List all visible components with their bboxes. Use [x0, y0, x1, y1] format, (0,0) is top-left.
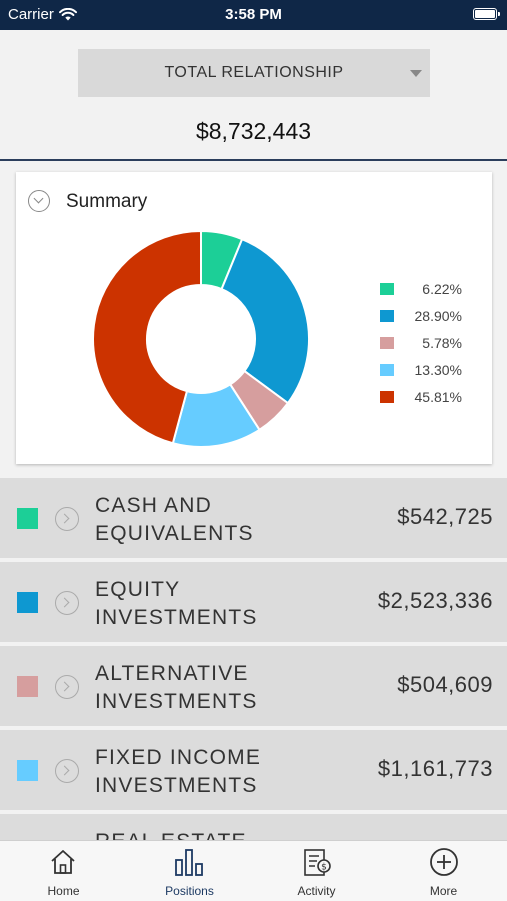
category-label: REAL ESTATE [95, 828, 335, 840]
battery-icon [473, 8, 500, 20]
legend-value: 13.30% [414, 361, 462, 378]
relationship-selector[interactable]: TOTAL RELATIONSHIP [78, 49, 430, 97]
legend-item: 6.22% [380, 275, 462, 302]
status-time: 3:58 PM [225, 6, 282, 23]
tab-home[interactable]: Home [13, 841, 114, 901]
chart-legend: 6.22% 28.90% 5.78% 13.30% 45.81% [380, 275, 462, 410]
tab-label: Home [47, 884, 80, 898]
legend-swatch [380, 309, 394, 322]
category-label: EQUITY INVESTMENTS [95, 578, 258, 629]
tab-activity[interactable]: $ Activity [266, 841, 367, 901]
wifi-icon [58, 8, 77, 21]
svg-text:$: $ [321, 863, 327, 873]
category-label: FIXED INCOME INVESTMENTS [95, 746, 262, 797]
position-row[interactable]: EQUITY INVESTMENTS $2,523,336 [0, 562, 507, 642]
position-row[interactable]: CASH AND EQUIVALENTS $542,725 [0, 478, 507, 558]
collapse-chevron-icon[interactable] [28, 190, 50, 212]
legend-item: 28.90% [380, 302, 462, 329]
selector-label: TOTAL RELATIONSHIP [164, 64, 344, 81]
chevron-right-icon[interactable] [55, 759, 79, 783]
category-swatch [17, 592, 38, 613]
bar-chart-icon [175, 849, 203, 876]
category-swatch [17, 676, 38, 697]
category-value: $2,523,336 [377, 588, 493, 613]
tab-label: Activity [297, 884, 336, 898]
category-value: $542,725 [397, 504, 493, 529]
position-row[interactable]: ALTERNATIVE INVESTMENTS $504,609 [0, 646, 507, 726]
legend-item: 5.78% [380, 329, 462, 356]
position-row[interactable]: FIXED INCOME INVESTMENTS $1,161,773 [0, 730, 507, 810]
home-icon [51, 850, 75, 874]
activity-icon: $ [304, 849, 331, 876]
tab-positions[interactable]: Positions [139, 841, 240, 901]
legend-item: 45.81% [380, 383, 462, 410]
category-label: ALTERNATIVE INVESTMENTS [95, 662, 258, 713]
position-row[interactable]: REAL ESTATE$4,000,000 [0, 814, 507, 840]
legend-item: 13.30% [380, 356, 462, 383]
category-value: $1,161,773 [377, 756, 493, 781]
legend-value: 5.78% [422, 334, 462, 351]
category-swatch [17, 760, 38, 781]
chevron-right-icon[interactable] [55, 507, 79, 531]
status-bar: Carrier 3:58 PM [0, 0, 507, 30]
legend-value: 6.22% [422, 280, 462, 297]
category-value: $504,609 [397, 672, 493, 697]
chevron-right-icon[interactable] [55, 591, 79, 615]
legend-swatch [380, 336, 394, 349]
carrier-group: Carrier [8, 6, 77, 23]
summary-title: Summary [66, 191, 148, 212]
total-value: $8,732,443 [195, 118, 312, 144]
category-swatch [17, 508, 38, 529]
category-label: CASH AND EQUIVALENTS [95, 494, 254, 545]
tab-more[interactable]: More [393, 841, 494, 901]
caret-down-icon [410, 70, 422, 77]
header: TOTAL RELATIONSHIP $8,732,443 [0, 30, 507, 161]
tab-label: More [429, 884, 458, 898]
donut-chart [92, 230, 310, 448]
chevron-right-icon[interactable] [55, 675, 79, 699]
tab-bar: Home Positions $ Activity More [0, 840, 507, 901]
tab-label: Positions [165, 884, 214, 898]
positions-list: CASH AND EQUIVALENTS $542,725 EQUITY INVES… [0, 478, 507, 840]
plus-circle-icon [430, 848, 458, 876]
legend-swatch [380, 363, 394, 376]
legend-swatch [380, 282, 394, 295]
legend-value: 28.90% [414, 307, 462, 324]
donut-slice [92, 230, 202, 445]
summary-card: Summary 6.22% 28.90% 5.78% 13.30% 45.81% [16, 172, 492, 464]
legend-value: 45.81% [414, 388, 462, 405]
legend-swatch [380, 390, 394, 403]
donut-slice [220, 237, 310, 405]
carrier-label: Carrier [8, 6, 54, 23]
